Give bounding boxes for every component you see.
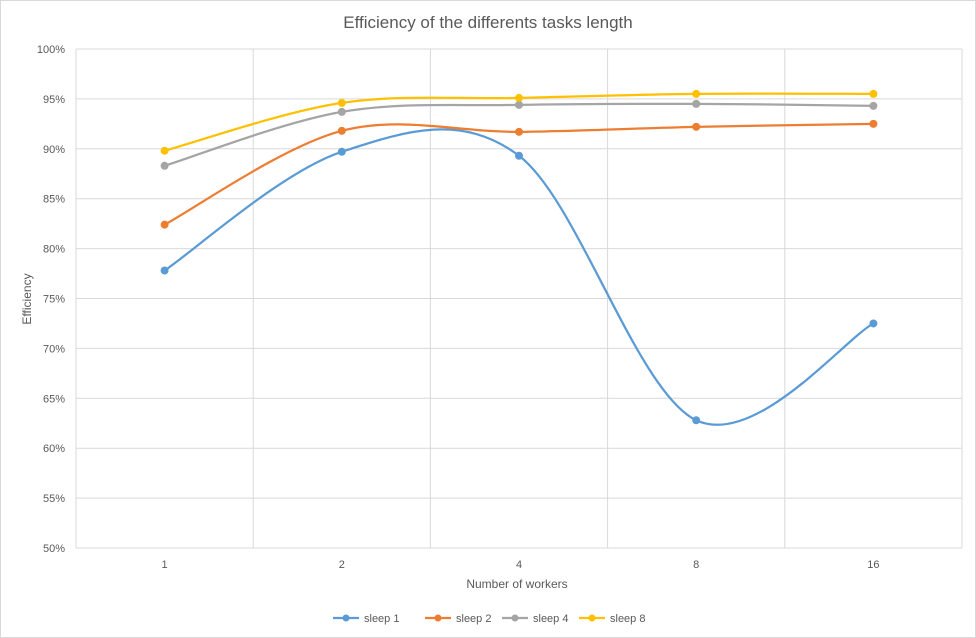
legend-item: sleep 8 xyxy=(579,613,645,625)
series-sleep-8 xyxy=(160,89,878,155)
y-axis-title: Efficiency xyxy=(20,273,34,324)
data-point xyxy=(515,151,523,160)
data-point xyxy=(337,98,346,107)
y-tick-label: 95% xyxy=(43,94,65,106)
x-tick-label: 2 xyxy=(339,559,345,571)
legend-item: sleep 1 xyxy=(333,613,399,625)
y-tick-label: 55% xyxy=(43,493,65,505)
data-point xyxy=(160,220,169,229)
data-point xyxy=(869,119,878,128)
data-point xyxy=(692,416,701,425)
legend-item: sleep 4 xyxy=(502,613,568,625)
y-tick-label: 70% xyxy=(43,343,65,355)
series-sleep-1 xyxy=(160,128,878,426)
legend-label: sleep 4 xyxy=(533,613,568,625)
series-sleep-2 xyxy=(160,119,878,229)
data-point xyxy=(160,146,169,155)
data-point xyxy=(692,99,701,108)
x-tick-label: 4 xyxy=(516,559,522,571)
x-tick-label: 8 xyxy=(693,559,699,571)
y-tick-label: 90% xyxy=(43,144,65,156)
series-sleep-4 xyxy=(160,99,878,170)
legend-label: sleep 1 xyxy=(364,613,399,625)
y-tick-label: 100% xyxy=(37,44,65,56)
x-axis-title: Number of workers xyxy=(466,577,567,591)
x-tick-label: 1 xyxy=(162,559,168,571)
data-point xyxy=(337,107,346,116)
data-point xyxy=(337,147,346,156)
legend-swatch-marker xyxy=(434,614,442,622)
data-point xyxy=(869,101,878,110)
data-point xyxy=(515,127,523,136)
legend-swatch-marker xyxy=(588,614,596,622)
data-point xyxy=(337,126,346,135)
data-point xyxy=(160,161,169,170)
data-point xyxy=(869,319,878,328)
data-point xyxy=(515,93,523,102)
legend-label: sleep 2 xyxy=(456,613,491,625)
y-tick-label: 60% xyxy=(43,443,65,455)
series-line xyxy=(163,128,875,426)
y-tick-label: 75% xyxy=(43,294,65,306)
y-tick-label: 80% xyxy=(43,244,65,256)
legend-label: sleep 8 xyxy=(610,613,645,625)
y-tick-label: 65% xyxy=(43,393,65,405)
legend: sleep 1 sleep 2 sleep 4 sleep 8 xyxy=(333,613,645,625)
legend-swatch-marker xyxy=(511,614,519,622)
legend-item: sleep 2 xyxy=(425,613,491,625)
chart-title: Efficiency of the differents tasks lengt… xyxy=(343,13,632,32)
x-tick-label: 16 xyxy=(867,559,879,571)
data-point xyxy=(692,89,701,98)
data-point xyxy=(160,266,169,275)
y-tick-label: 85% xyxy=(43,194,65,206)
series-line xyxy=(163,122,875,226)
y-tick-label: 50% xyxy=(43,543,65,555)
data-point xyxy=(869,89,878,98)
legend-swatch-marker xyxy=(342,614,350,622)
data-point xyxy=(692,122,701,131)
data-point xyxy=(515,100,523,109)
